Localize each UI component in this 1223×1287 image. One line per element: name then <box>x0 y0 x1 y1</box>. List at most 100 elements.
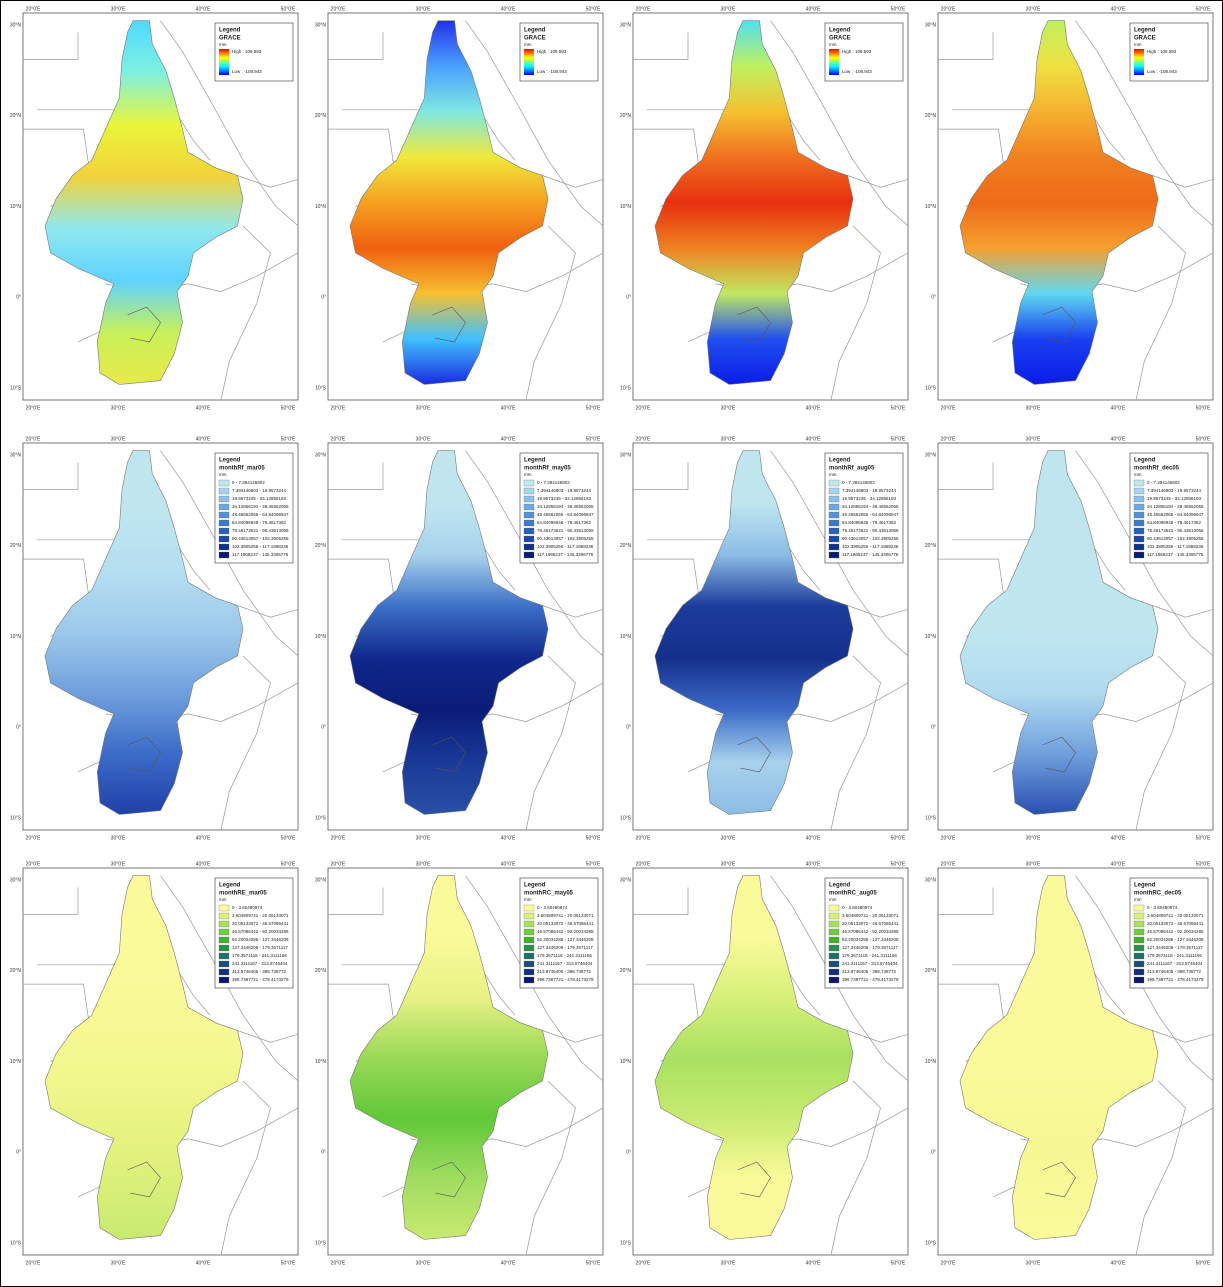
legend-swatch <box>1134 512 1144 518</box>
legend-swatch <box>219 945 229 951</box>
lon-label: 50°0'E <box>891 835 906 841</box>
legend-swatch <box>1134 488 1144 494</box>
legend-unit: mm <box>829 472 837 477</box>
lon-label: 30°0'E <box>111 405 126 411</box>
lon-label-top: 20°0'E <box>26 861 41 867</box>
legend-layer: monthRf_aug05 <box>829 466 875 472</box>
lon-label-top: 20°0'E <box>26 6 41 12</box>
legend-swatch <box>219 953 229 959</box>
lat-label: 20°N <box>10 968 22 974</box>
legend-swatch <box>524 929 534 935</box>
lon-label: 50°0'E <box>891 405 906 411</box>
map-panel: 20°0'E20°0'E30°0'E30°0'E40°0'E40°0'E50°0… <box>925 6 1213 411</box>
lon-label-top: 50°0'E <box>281 6 296 12</box>
legend-layer: GRACE <box>219 36 241 42</box>
legend-swatch <box>1134 953 1144 959</box>
lat-label: 20°N <box>925 113 937 119</box>
legend-swatch <box>219 913 229 919</box>
lat-label: 0° <box>16 725 21 731</box>
lon-label: 20°0'E <box>636 405 651 411</box>
lon-label: 20°0'E <box>636 835 651 841</box>
legend-swatch <box>1134 552 1144 558</box>
legend-title: Legend <box>524 458 546 464</box>
lon-label: 40°0'E <box>1111 405 1126 411</box>
legend-swatch <box>524 488 534 494</box>
legend-entry: 64.84096948 - 78.4617362 <box>537 520 592 525</box>
lon-label: 50°0'E <box>1196 1260 1211 1266</box>
legend-swatch <box>219 488 229 494</box>
lat-label: 10°S <box>620 385 632 391</box>
legend-swatch <box>1134 977 1144 983</box>
legend-unit: mm <box>829 897 837 902</box>
lon-label: 30°0'E <box>1026 1260 1041 1266</box>
lon-label-top: 50°0'E <box>891 6 906 12</box>
lon-label: 30°0'E <box>721 405 736 411</box>
lon-label-top: 40°0'E <box>1111 6 1126 12</box>
legend-entry: High : 108.593 <box>842 49 872 54</box>
lon-label-top: 30°0'E <box>1026 861 1041 867</box>
lon-label: 30°0'E <box>111 835 126 841</box>
lon-label: 40°0'E <box>501 405 516 411</box>
lon-label: 40°0'E <box>196 1260 211 1266</box>
legend-entry: 0 - 7.394146802 <box>232 480 265 485</box>
legend-swatch <box>219 536 229 542</box>
legend-unit: mm <box>524 897 532 902</box>
legend-entry: 34.12856194 - 48.46562065 <box>537 504 594 509</box>
lon-label: 40°0'E <box>806 1260 821 1266</box>
legend-swatch <box>829 480 839 486</box>
lat-label: 20°N <box>620 543 632 549</box>
lon-label: 30°0'E <box>721 835 736 841</box>
legend-swatch <box>829 905 839 911</box>
legend-layer: GRACE <box>524 36 546 42</box>
lon-label: 40°0'E <box>1111 835 1126 841</box>
legend-swatch <box>524 969 534 975</box>
lon-label: 20°0'E <box>26 405 41 411</box>
legend-title: Legend <box>1134 883 1156 889</box>
lat-label: 10°S <box>925 385 937 391</box>
lat-label: 10°S <box>10 1240 22 1246</box>
legend-swatch <box>219 480 229 486</box>
lon-label-top: 40°0'E <box>806 436 821 442</box>
lat-label: 20°N <box>620 113 632 119</box>
lon-label-top: 40°0'E <box>501 861 516 867</box>
legend-layer: GRACE <box>829 36 851 42</box>
legend-entry: 102.3905256 - 117.1968236 <box>537 544 594 549</box>
legend-layer: GRACE <box>1134 36 1156 42</box>
lat-label: 10°N <box>620 1059 632 1065</box>
lon-label-top: 20°0'E <box>941 861 956 867</box>
lon-label-top: 30°0'E <box>1026 436 1041 442</box>
lat-label: 10°N <box>620 204 632 210</box>
legend-swatch <box>524 937 534 943</box>
lon-label: 30°0'E <box>416 405 431 411</box>
legend-entry: 313.8746405 - 398.738772 <box>537 969 592 974</box>
legend-entry: 0 - 3.60480974 <box>537 905 568 910</box>
legend-unit: mm <box>1134 42 1142 47</box>
lat-label: 30°N <box>315 452 327 458</box>
legend-entry: 398.7387721 - 478.4173279 <box>842 977 899 982</box>
lon-label: 50°0'E <box>891 1260 906 1266</box>
legend-entry: 3.604809741 - 20.05133071 <box>537 913 594 918</box>
lat-label: 30°N <box>10 877 22 883</box>
legend-swatch <box>1134 929 1144 935</box>
legend-swatch <box>1134 520 1144 526</box>
lon-label: 50°0'E <box>1196 835 1211 841</box>
lat-label: 30°N <box>10 22 22 28</box>
lon-label-top: 40°0'E <box>1111 861 1126 867</box>
legend-swatch <box>524 528 534 534</box>
lon-label-top: 40°0'E <box>806 6 821 12</box>
legend-layer: monthRC_dec05 <box>1134 891 1182 897</box>
lon-label-top: 50°0'E <box>1196 6 1211 12</box>
legend-entry: 48.46562066 - 64.84096947 <box>537 512 594 517</box>
legend-swatch <box>829 504 839 510</box>
legend-layer: monthRE_mar05 <box>219 891 267 897</box>
figure: 20°0'E 20°0'E 30°0'E 30°0'E 40°0'E 40°0'E 50°0… <box>0 0 1223 1287</box>
lon-label-top: 50°0'E <box>586 861 601 867</box>
legend-entry: 20.05133072 - 46.57086441 <box>842 921 899 926</box>
legend-title: Legend <box>219 883 241 889</box>
legend-entry: 117.1968237 - 145.3306776 <box>1147 552 1204 557</box>
legend-entry: 241.3111167 - 313.8746404 <box>1147 961 1203 966</box>
legend-entry: 179.3571118 - 241.3111166 <box>537 953 592 958</box>
legend-swatch <box>219 544 229 550</box>
lon-label: 20°0'E <box>941 1260 956 1266</box>
lon-label: 50°0'E <box>586 835 601 841</box>
